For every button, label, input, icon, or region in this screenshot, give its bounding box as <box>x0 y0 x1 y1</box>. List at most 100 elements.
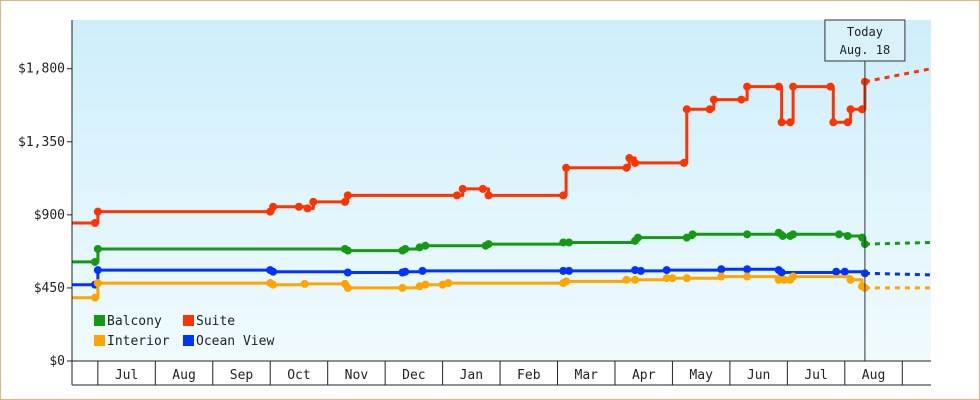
y-tick-label: $450 <box>34 281 65 296</box>
data-point-suite <box>343 191 352 200</box>
data-point-balcony <box>778 231 787 240</box>
data-point-suite <box>789 82 798 91</box>
data-point-interior <box>300 279 309 288</box>
data-point-interior <box>631 275 640 284</box>
data-point-interior <box>662 274 671 283</box>
data-point-suite <box>625 154 634 163</box>
data-point-ocean-view <box>343 268 352 277</box>
data-point-balcony <box>559 238 568 247</box>
data-point-balcony <box>421 241 430 250</box>
data-point-balcony <box>843 231 852 240</box>
data-point-suite <box>458 184 467 193</box>
data-point-interior <box>682 274 691 283</box>
data-point-suite <box>705 105 714 114</box>
today-date: Aug. 18 <box>840 43 891 57</box>
x-tick-label: Jul <box>804 368 827 383</box>
projection-line-suite <box>864 67 932 84</box>
x-tick-label: Jul <box>115 368 138 383</box>
plot-background <box>72 20 931 361</box>
data-point-suite <box>452 191 461 200</box>
data-point-interior <box>622 275 631 284</box>
data-point-ocean-view <box>401 267 410 276</box>
x-tick-label: Dec <box>402 368 425 383</box>
x-tick-label: Aug <box>172 368 195 383</box>
data-point-suite <box>786 118 795 127</box>
data-point-suite <box>858 105 867 114</box>
legend-swatch-suite <box>183 315 194 326</box>
data-point-balcony <box>688 230 697 239</box>
data-point-suite <box>679 158 688 167</box>
data-point-suite <box>743 82 752 91</box>
legend: Balcony Suite Interior Ocean View <box>94 314 274 349</box>
data-point-interior <box>93 279 102 288</box>
x-tick-label: Mar <box>575 368 599 383</box>
data-point-suite <box>269 202 278 211</box>
data-point-suite <box>631 158 640 167</box>
data-point-ocean-view <box>777 268 786 277</box>
x-tick-label: Feb <box>517 368 541 383</box>
y-tick-label: $1,800 <box>18 62 65 77</box>
x-tick-label: Aug <box>862 368 885 383</box>
data-point-suite <box>843 118 852 127</box>
legend-label-ocean-view: Ocean View <box>196 334 274 349</box>
today-marker: Today Aug. 18 <box>824 19 906 361</box>
data-point-balcony <box>743 230 752 239</box>
data-point-balcony <box>93 244 102 253</box>
data-point-balcony <box>789 230 798 239</box>
data-point-suite <box>774 82 783 91</box>
axes-layer: $0 $450 $900 $1,350 $1,800 Jul Aug Sep Oct Nov Dec… <box>18 20 931 386</box>
data-point-balcony <box>633 233 642 242</box>
x-tick-label: Nov <box>345 368 369 383</box>
legend-swatch-balcony <box>94 315 105 326</box>
data-point-suite <box>846 105 855 114</box>
data-point-interior <box>743 272 752 281</box>
legend-swatch-ocean-view <box>183 335 194 346</box>
data-point-suite <box>777 118 786 127</box>
y-tick-label: $900 <box>34 208 65 223</box>
data-point-ocean-view <box>418 266 427 275</box>
data-point-balcony <box>565 238 574 247</box>
data-point-suite <box>93 207 102 216</box>
x-tick-label: Oct <box>287 368 310 383</box>
x-tick-label: Jun <box>747 368 770 383</box>
x-tick-label: Jan <box>460 368 483 383</box>
legend-label-balcony: Balcony <box>107 314 162 329</box>
data-point-interior <box>717 272 726 281</box>
data-point-suite <box>829 118 838 127</box>
data-point-ocean-view <box>269 267 278 276</box>
data-point-ocean-view <box>717 265 726 274</box>
data-point-suite <box>709 95 718 104</box>
data-point-suite <box>303 204 312 213</box>
data-point-ocean-view <box>93 266 102 275</box>
data-point-balcony <box>90 257 99 266</box>
data-point-interior <box>668 274 677 283</box>
data-point-ocean-view <box>565 266 574 275</box>
data-point-balcony <box>401 244 410 253</box>
data-point-interior <box>774 275 783 284</box>
data-point-suite <box>294 202 303 211</box>
legend-swatch-interior <box>94 335 105 346</box>
data-point-interior <box>90 293 99 302</box>
data-point-balcony <box>343 246 352 255</box>
data-point-suite <box>682 105 691 114</box>
data-point-interior <box>398 283 407 292</box>
data-point-suite <box>562 163 571 172</box>
data-point-ocean-view <box>832 267 841 276</box>
data-point-interior <box>421 280 430 289</box>
data-point-suite <box>484 191 493 200</box>
projection-line-ocean-view <box>864 271 932 277</box>
data-point-ocean-view <box>559 266 568 275</box>
data-point-suite <box>622 163 631 172</box>
data-point-balcony <box>484 240 493 249</box>
data-point-interior <box>846 275 855 284</box>
legend-label-interior: Interior <box>107 334 170 349</box>
data-point-interior <box>269 280 278 289</box>
data-point-ocean-view <box>636 266 645 275</box>
today-box <box>824 19 906 62</box>
data-point-interior <box>343 283 352 292</box>
projection-line-balcony <box>864 240 932 246</box>
data-point-interior <box>562 277 571 286</box>
y-tick-label: $0 <box>49 354 65 369</box>
